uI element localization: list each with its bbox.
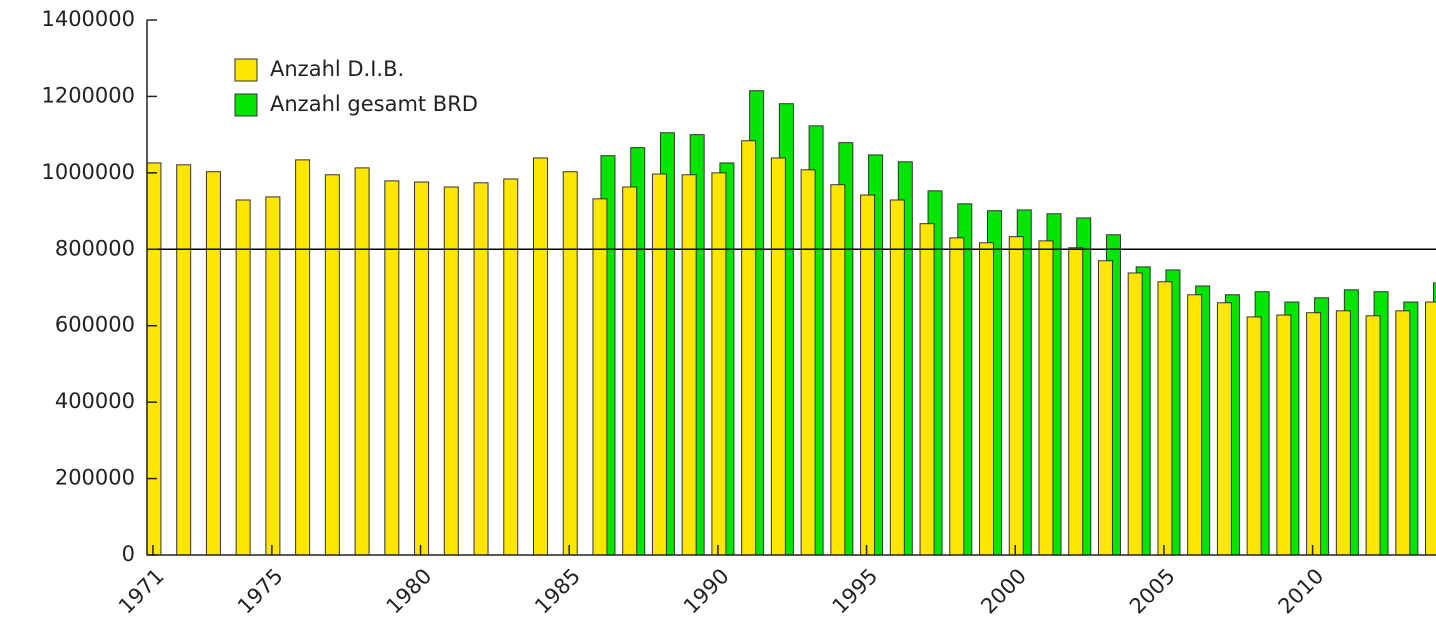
bar <box>741 140 757 556</box>
x-tick-label: 1995 <box>828 564 883 619</box>
bar <box>830 184 846 556</box>
y-tick-label: 200000 <box>55 466 135 490</box>
legend-label: Anzahl D.I.B. <box>270 57 404 81</box>
bar <box>770 157 786 556</box>
bar <box>651 173 667 556</box>
legend: Anzahl D.I.B. Anzahl gesamt BRD <box>234 57 478 117</box>
bar <box>532 157 548 556</box>
bar <box>592 198 608 556</box>
y-tick-label: 1200000 <box>41 83 135 107</box>
bar <box>324 174 340 556</box>
x-tick-label: 2010 <box>1274 564 1329 619</box>
bar <box>1068 247 1084 556</box>
x-tick-label: 1990 <box>679 564 734 619</box>
plot-area <box>146 90 1436 556</box>
x-tick-label: 1980 <box>382 564 437 619</box>
bar <box>949 237 965 556</box>
bar <box>711 172 727 556</box>
bar <box>1038 240 1054 556</box>
bar <box>681 174 697 556</box>
bar <box>414 181 430 556</box>
y-tick-label: 800000 <box>55 236 135 260</box>
bar <box>1216 302 1232 556</box>
bar <box>473 182 489 556</box>
bar <box>800 169 816 556</box>
bar <box>1395 310 1411 556</box>
bar <box>384 180 400 556</box>
bar <box>503 178 519 556</box>
bar <box>1335 310 1351 556</box>
legend-label: Anzahl gesamt BRD <box>270 92 478 116</box>
bar <box>889 199 905 556</box>
bar <box>1157 281 1173 556</box>
bar <box>1008 236 1024 556</box>
bar <box>205 171 221 556</box>
bar <box>1306 312 1322 556</box>
bar <box>443 186 459 556</box>
y-tick-label: 0 <box>122 542 135 566</box>
x-tick-label: 1975 <box>233 564 288 619</box>
bar <box>622 186 638 556</box>
bar <box>1276 314 1292 556</box>
x-tick-label: 2005 <box>1125 564 1180 619</box>
bar <box>1097 260 1113 556</box>
y-tick-label: 600000 <box>55 313 135 337</box>
bar <box>979 242 995 556</box>
bar <box>295 159 311 556</box>
y-tick-label: 1400000 <box>41 7 135 31</box>
bar <box>235 199 251 556</box>
bar <box>146 162 162 556</box>
y-tick-label: 400000 <box>55 389 135 413</box>
bar <box>1127 272 1143 556</box>
bar <box>919 223 935 556</box>
x-tick-label: 1971 <box>114 564 169 619</box>
legend-swatch <box>234 93 258 117</box>
bar <box>1246 316 1262 556</box>
bar <box>354 167 370 556</box>
bar <box>1187 294 1203 556</box>
x-tick-label: 1985 <box>530 564 585 619</box>
legend-swatch <box>234 58 258 82</box>
bar <box>562 171 578 556</box>
bar <box>265 196 281 556</box>
x-tick-label: 2000 <box>976 564 1031 619</box>
bar <box>1425 301 1436 556</box>
y-tick-label: 1000000 <box>41 160 135 184</box>
bar <box>1365 315 1381 556</box>
bar <box>176 164 192 556</box>
